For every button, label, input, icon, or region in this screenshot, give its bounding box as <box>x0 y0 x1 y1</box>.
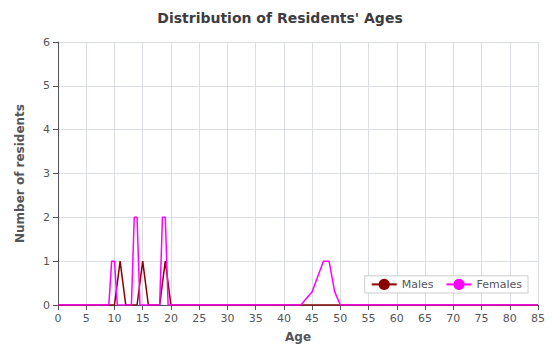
svg-text:5: 5 <box>43 79 50 92</box>
svg-text:60: 60 <box>390 312 404 325</box>
svg-text:25: 25 <box>192 312 206 325</box>
svg-text:45: 45 <box>305 312 319 325</box>
svg-text:75: 75 <box>475 312 489 325</box>
svg-text:40: 40 <box>277 312 291 325</box>
svg-text:15: 15 <box>136 312 150 325</box>
svg-text:2: 2 <box>43 211 50 224</box>
svg-text:3: 3 <box>43 167 50 180</box>
svg-text:4: 4 <box>43 123 50 136</box>
svg-text:10: 10 <box>107 312 121 325</box>
svg-text:50: 50 <box>333 312 347 325</box>
svg-text:35: 35 <box>249 312 263 325</box>
svg-text:0: 0 <box>43 299 50 312</box>
svg-text:85: 85 <box>531 312 545 325</box>
svg-text:6: 6 <box>43 36 50 49</box>
svg-text:5: 5 <box>83 312 90 325</box>
svg-text:65: 65 <box>418 312 432 325</box>
svg-text:Age: Age <box>285 330 311 344</box>
svg-text:80: 80 <box>503 312 517 325</box>
svg-text:55: 55 <box>362 312 376 325</box>
svg-text:70: 70 <box>446 312 460 325</box>
svg-text:20: 20 <box>164 312 178 325</box>
svg-text:Males: Males <box>402 278 434 291</box>
svg-text:Females: Females <box>476 278 522 291</box>
svg-text:30: 30 <box>220 312 234 325</box>
svg-text:Distribution of Residents' Age: Distribution of Residents' Ages <box>157 10 402 26</box>
svg-text:0: 0 <box>55 312 62 325</box>
svg-text:Number of residents: Number of residents <box>13 104 27 243</box>
svg-text:1: 1 <box>43 255 50 268</box>
